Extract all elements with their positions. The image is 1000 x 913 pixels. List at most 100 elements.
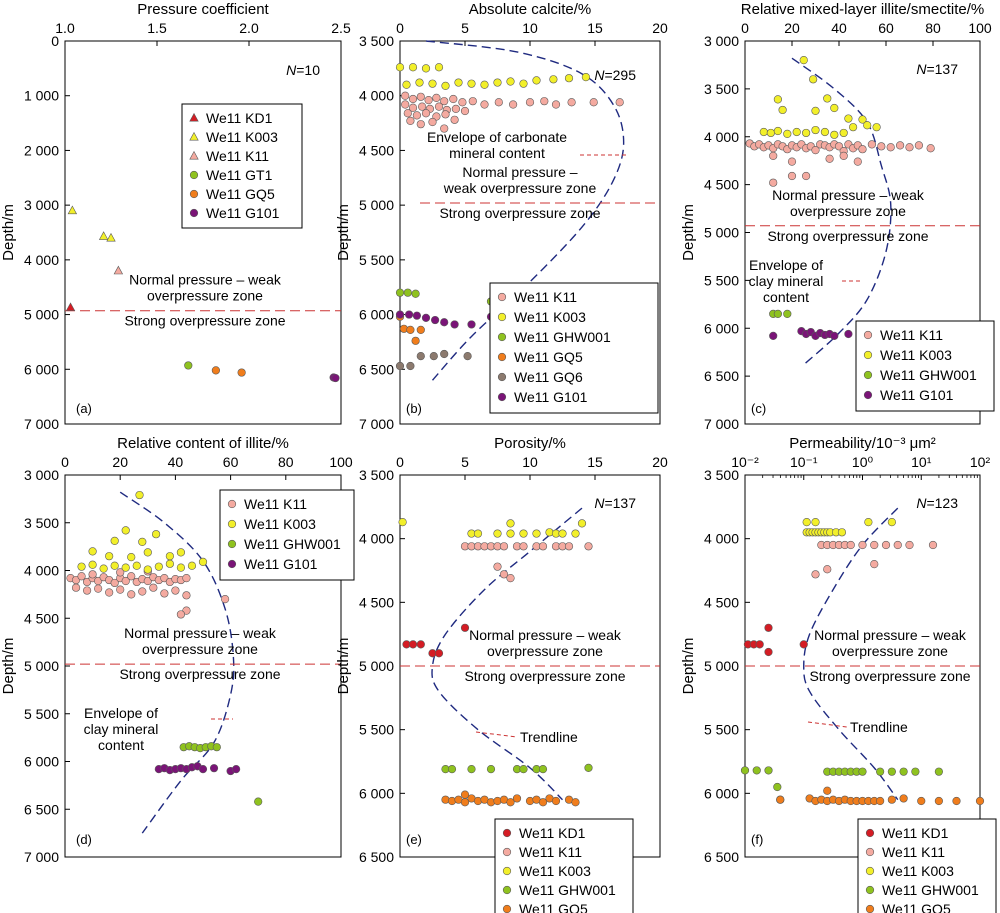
x-tick-label: 40 <box>831 20 847 36</box>
y-tick-label: 6 000 <box>24 754 59 770</box>
legend-marker <box>863 350 873 360</box>
panel-label: (a) <box>76 401 92 416</box>
data-point <box>581 73 591 82</box>
data-point <box>254 797 263 806</box>
data-point <box>440 318 449 327</box>
series-we11-kd1 <box>402 623 470 658</box>
panel-label: (f) <box>751 832 763 847</box>
data-point <box>460 623 470 632</box>
legend-marker <box>189 150 199 160</box>
data-point <box>975 796 985 806</box>
data-point <box>412 111 422 120</box>
y-axis-label: Depth/m <box>680 204 697 261</box>
data-point <box>558 529 567 538</box>
y-tick-label: 6 000 <box>24 361 59 377</box>
x-tick-label: 40 <box>168 454 184 470</box>
data-point <box>787 171 797 181</box>
legend-entry: We11 K11 <box>206 148 269 164</box>
data-point <box>899 794 908 803</box>
data-point <box>783 129 792 138</box>
legend: We11 K11 We11 K003 We11 GHW001 We11 GQ5 We11… <box>489 282 659 414</box>
data-point <box>952 796 961 806</box>
y-tick-label: 7 000 <box>24 416 59 432</box>
legend-entry: We11 GHW001 <box>882 882 979 898</box>
data-point <box>799 56 808 65</box>
data-point <box>450 115 459 124</box>
data-point <box>450 320 459 329</box>
legend-marker <box>227 519 237 529</box>
chart-title: Permeability/10⁻³ μm² <box>789 435 936 452</box>
data-point <box>589 98 598 107</box>
series-we11-g101 <box>154 762 241 776</box>
data-point <box>764 647 773 657</box>
data-point <box>467 320 476 329</box>
data-point <box>460 106 470 116</box>
y-tick-label: 3 000 <box>24 197 59 213</box>
data-point <box>406 116 415 125</box>
zone-upper-label: Normal pressure – weak <box>124 625 277 641</box>
data-point <box>403 109 412 118</box>
data-point <box>512 794 522 803</box>
chart-title: Pressure coefficient <box>137 1 269 18</box>
data-point <box>926 144 935 153</box>
x-tick-label: 10² <box>970 454 991 470</box>
y-tick-label: 5 000 <box>24 658 59 674</box>
data-point <box>421 64 431 73</box>
data-point <box>105 588 114 597</box>
annotation-label: Envelope of carbonate <box>427 129 567 145</box>
data-point <box>773 126 783 136</box>
zone-upper-label: Normal pressure – weak <box>772 187 925 203</box>
legend-marker <box>227 559 237 569</box>
y-tick-label: 5 000 <box>359 197 394 213</box>
y-tick-label: 5 000 <box>704 658 739 674</box>
legend-box <box>489 282 659 414</box>
series-we11-k11 <box>811 540 938 579</box>
data-point <box>116 585 125 594</box>
data-point <box>532 76 541 85</box>
x-tick-label: 20 <box>652 454 668 470</box>
series-we11-ghw001 <box>179 742 263 806</box>
data-point <box>138 587 147 596</box>
data-point <box>893 540 902 550</box>
data-point <box>876 767 885 776</box>
data-point <box>493 78 502 87</box>
data-point <box>424 95 433 105</box>
data-point <box>493 562 502 571</box>
data-point <box>154 562 163 571</box>
data-point <box>792 127 801 137</box>
y-tick-label: 5 500 <box>359 252 394 268</box>
data-point <box>905 143 914 152</box>
panel-label: (c) <box>751 401 766 416</box>
series-we11-gq5 <box>776 786 985 806</box>
data-point <box>198 557 208 567</box>
zone-lower-label: Strong overpressure zone <box>464 668 625 684</box>
y-tick-label: 3 500 <box>359 467 394 483</box>
data-point <box>110 578 119 588</box>
y-tick-label: 7 000 <box>359 416 394 432</box>
data-point <box>519 529 528 538</box>
data-point <box>408 640 418 649</box>
data-point <box>895 141 905 150</box>
data-point <box>88 570 97 579</box>
y-tick-label: 3 500 <box>24 515 59 531</box>
legend-marker <box>865 828 875 838</box>
x-tick-label: 0 <box>741 20 749 36</box>
data-point <box>429 352 438 361</box>
legend-entry: We11 K003 <box>882 863 954 879</box>
series-we11-k11 <box>745 139 935 187</box>
y-tick-label: 4 000 <box>24 563 59 579</box>
data-point <box>421 313 431 322</box>
y-tick-label: 4 500 <box>24 610 59 626</box>
data-point <box>858 145 867 154</box>
x-tick-label: 20 <box>112 454 128 470</box>
legend-marker <box>865 847 875 857</box>
x-tick-label: 10¹ <box>911 454 932 470</box>
legend-entry: We11 GQ5 <box>519 901 588 913</box>
series-we11-k003 <box>759 56 881 139</box>
y-tick-label: 3 000 <box>704 33 739 49</box>
data-point <box>564 542 574 551</box>
data-point <box>106 232 116 242</box>
y-tick-label: 4 500 <box>704 594 739 610</box>
x-tick-label: 100 <box>329 454 353 470</box>
legend-entry: We11 K003 <box>519 863 591 879</box>
